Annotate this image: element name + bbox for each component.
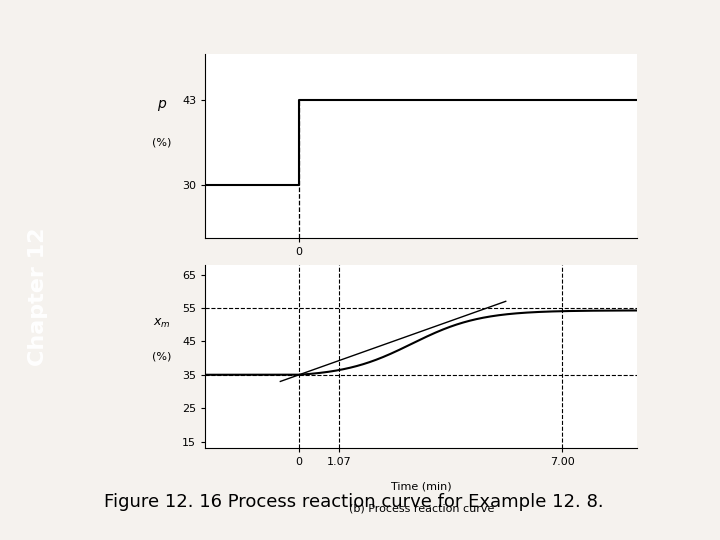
Text: Chapter 12: Chapter 12 (28, 228, 48, 366)
Text: Time (min): Time (min) (413, 271, 473, 281)
Text: (%): (%) (153, 137, 171, 147)
Text: (b) Process reaction curve: (b) Process reaction curve (348, 503, 494, 514)
Text: Figure 12. 16 Process reaction curve for Example 12. 8.: Figure 12. 16 Process reaction curve for… (104, 493, 604, 511)
Text: Time (min): Time (min) (391, 481, 451, 491)
Text: (%): (%) (153, 352, 171, 361)
Text: $x_m$: $x_m$ (153, 317, 171, 330)
Text: $p$: $p$ (157, 98, 167, 113)
Text: (a) Controller output: (a) Controller output (386, 293, 500, 303)
